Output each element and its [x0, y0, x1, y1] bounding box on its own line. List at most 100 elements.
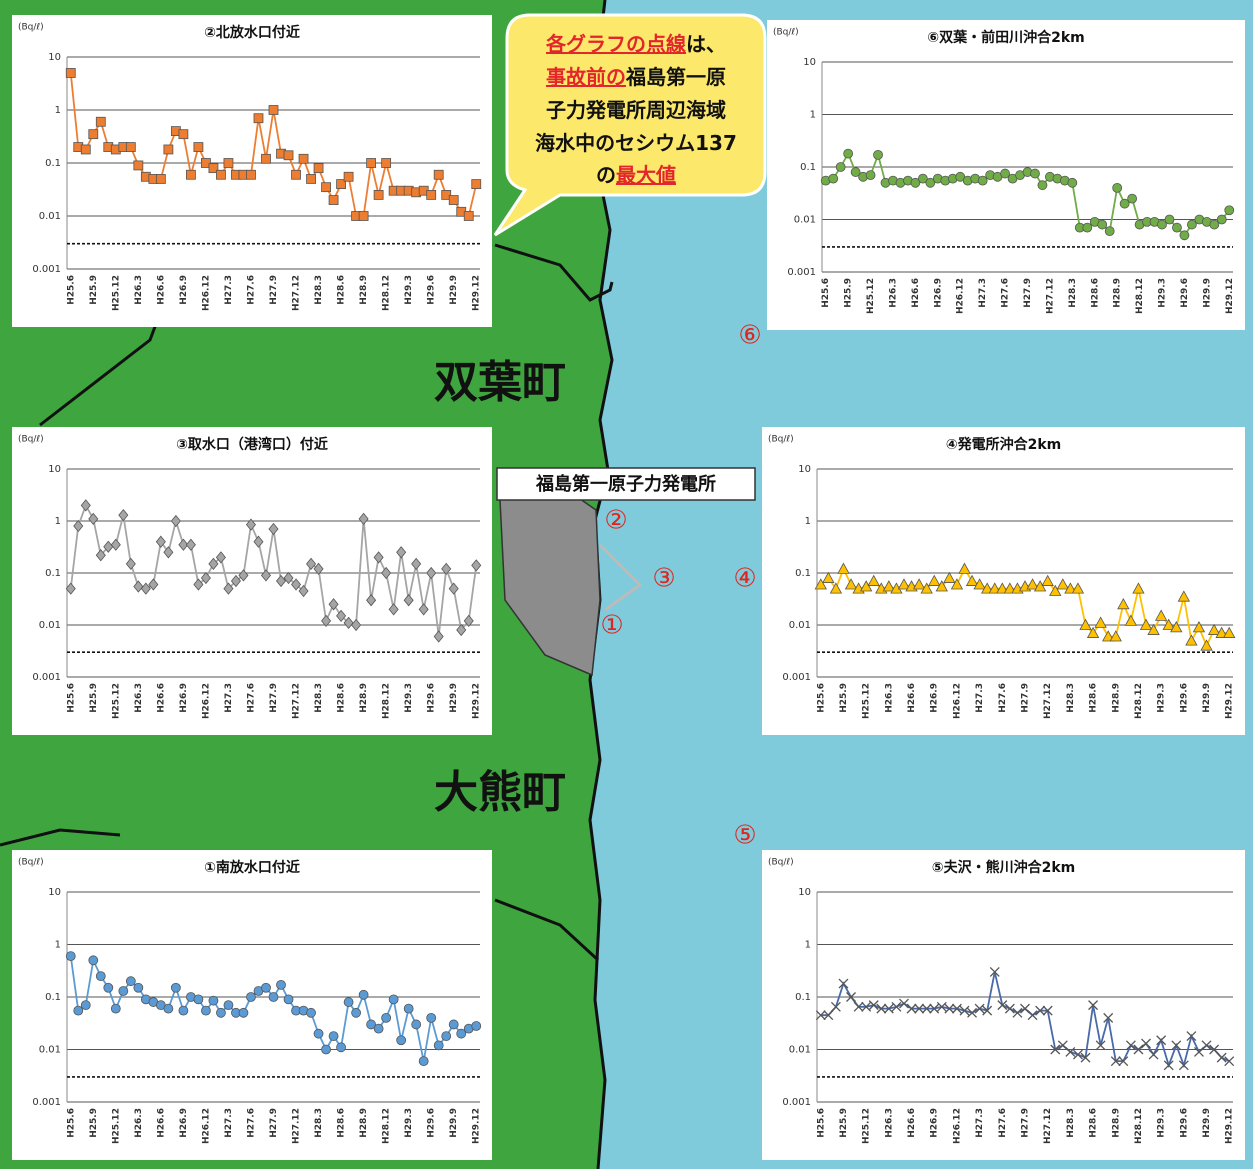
data-point — [471, 1021, 482, 1031]
data-point — [1020, 1003, 1030, 1014]
data-point — [306, 174, 316, 184]
data-point — [1139, 618, 1153, 630]
x-tick-label: H28.12 — [1134, 1108, 1144, 1144]
data-point — [1215, 626, 1228, 638]
plant-label-box — [496, 467, 756, 501]
data-point — [366, 158, 377, 168]
data-point — [373, 551, 384, 564]
data-point — [1178, 1060, 1189, 1071]
data-point — [336, 609, 347, 622]
data-point — [245, 518, 256, 531]
x-tick-label: H29.3 — [404, 683, 414, 713]
x-tick-label: H26.6 — [156, 275, 166, 305]
data-point — [1179, 230, 1190, 241]
data-point — [996, 582, 1009, 594]
callout-segment: 福島第一原 — [625, 65, 726, 89]
chart-title: ⑥双葉・前田川沖合2km — [927, 29, 1085, 46]
y-tick-label: 0.01 — [789, 620, 811, 631]
x-tick-label: H27.6 — [998, 1108, 1008, 1138]
data-point — [1102, 630, 1115, 642]
data-point — [396, 1035, 407, 1046]
x-tick-label: H29.9 — [1202, 278, 1212, 308]
y-tick-label: 10 — [798, 464, 811, 475]
y-tick-label: 1 — [805, 516, 811, 527]
y-unit-label: (Bq/ℓ) — [768, 858, 794, 868]
town-border — [0, 828, 121, 847]
x-tick-label: H28.3 — [314, 1108, 324, 1138]
data-point — [1109, 630, 1122, 642]
x-tick-label: H29.9 — [1202, 683, 1212, 713]
x-tick-label: H27.12 — [1045, 278, 1055, 314]
x-tick-label: H26.12 — [952, 683, 962, 719]
data-point — [1064, 582, 1077, 594]
data-point — [388, 994, 399, 1005]
x-tick-label: H27.3 — [224, 275, 234, 305]
x-tick-label: H28.9 — [359, 275, 369, 305]
data-point — [1072, 1049, 1083, 1060]
data-point — [1112, 182, 1123, 193]
station-marker: ⑤ — [733, 821, 756, 851]
x-tick-label: H26.9 — [930, 1108, 940, 1138]
data-point — [178, 129, 189, 140]
data-point — [388, 603, 399, 616]
data-point — [433, 169, 444, 180]
data-point — [965, 574, 979, 586]
x-tick-label: H27.3 — [975, 1108, 985, 1138]
data-point — [133, 982, 144, 993]
data-point — [193, 142, 204, 152]
x-tick-label: H29.9 — [449, 683, 459, 713]
data-point — [125, 142, 136, 152]
data-point — [1141, 1038, 1151, 1049]
x-tick-label: H27.12 — [1043, 683, 1053, 719]
data-point — [351, 618, 362, 632]
data-point — [981, 582, 994, 594]
x-tick-label: H29.3 — [1157, 683, 1167, 713]
chart-title: ③取水口（港湾口）付近 — [176, 436, 328, 453]
data-point — [283, 150, 294, 161]
y-tick-label: 10 — [48, 887, 61, 898]
data-point — [201, 1005, 211, 1016]
x-tick-label: H27.9 — [269, 683, 279, 713]
data-point — [170, 982, 181, 993]
x-tick-label: H26.9 — [179, 275, 189, 305]
data-point — [358, 989, 369, 1000]
data-point — [230, 574, 241, 588]
y-tick-label: 0.1 — [45, 158, 61, 169]
data-point — [814, 578, 827, 590]
x-tick-label: H26.9 — [179, 683, 189, 713]
x-tick-label: H26.6 — [907, 683, 917, 713]
x-tick-label: H25.12 — [862, 1108, 872, 1144]
station-marker: ⑥ — [738, 321, 761, 351]
y-tick-label: 1 — [805, 940, 811, 951]
data-point — [1004, 1003, 1015, 1014]
x-tick-label: H25.9 — [89, 683, 99, 713]
data-point — [1207, 623, 1221, 635]
data-point — [838, 978, 849, 989]
x-tick-label: H29.6 — [1179, 1108, 1189, 1138]
callout-segment: は、 — [686, 32, 726, 56]
plant-label: 福島第一原子力発電所 — [535, 473, 716, 495]
data-point — [1117, 597, 1130, 610]
y-tick-label: 10 — [48, 52, 61, 63]
station-marker: ③ — [652, 564, 675, 594]
callout-segment: 各グラフの点線 — [545, 32, 686, 56]
data-point — [1186, 1031, 1197, 1042]
x-tick-label: H26.3 — [888, 278, 898, 308]
data-point — [448, 1019, 459, 1030]
data-point — [1147, 623, 1160, 635]
data-point — [396, 546, 407, 559]
callout-segment: 子力発電所周辺海域 — [546, 98, 726, 122]
data-point — [844, 578, 858, 590]
y-tick-label: 0.01 — [789, 1045, 811, 1056]
y-tick-label: 10 — [803, 57, 816, 68]
data-point — [1050, 1044, 1061, 1055]
station-marker: ① — [600, 611, 623, 641]
data-point — [238, 1007, 249, 1018]
data-point — [80, 1000, 91, 1011]
data-point — [65, 951, 76, 962]
data-point — [321, 1044, 331, 1055]
y-tick-label: 0.01 — [39, 620, 61, 631]
data-point — [835, 162, 846, 172]
data-point — [193, 578, 204, 591]
data-point — [882, 580, 896, 592]
